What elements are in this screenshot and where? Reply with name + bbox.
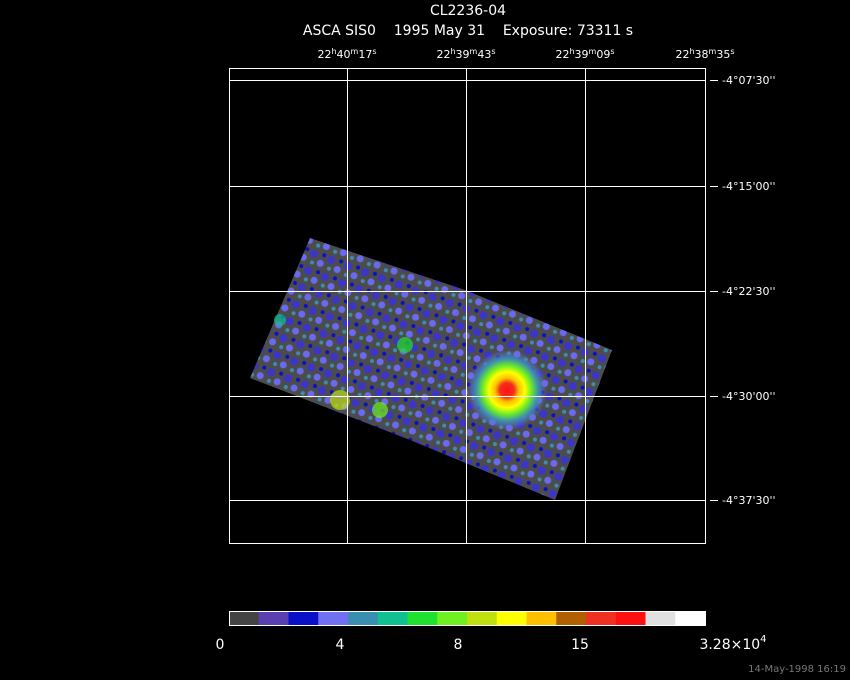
blob [274, 314, 286, 326]
colorbar-swatch [526, 611, 557, 625]
ra-label: 22h39m43s [436, 47, 495, 61]
source [467, 350, 547, 430]
ra-label: 22h40m17s [317, 47, 376, 61]
ra-label: 22h38m35s [675, 47, 734, 61]
title: CL2236-04 [430, 3, 506, 19]
colorbar-swatch [407, 611, 438, 625]
ra-unit: m [351, 47, 359, 56]
colorbar-label: 15 [571, 637, 589, 653]
ra-value: 39 [575, 48, 589, 61]
colorbar-swatch [615, 611, 646, 625]
frame [229, 68, 706, 544]
blob [372, 402, 388, 418]
colorbar-swatch [496, 611, 527, 625]
ra-value: 22 [555, 48, 569, 61]
ra-unit: h [569, 47, 574, 56]
colorbar-swatch [437, 611, 468, 625]
ra-unit: s [610, 47, 614, 56]
ra-unit: m [709, 47, 717, 56]
ra-value: 17 [358, 48, 372, 61]
blob [397, 337, 413, 353]
dec-label: -4°22'30'' [722, 285, 776, 298]
colorbar-max-label: 3.28×104 [699, 634, 766, 653]
ra-value: 22 [317, 48, 331, 61]
chip-left [250, 238, 465, 440]
ra-value: 09 [596, 48, 610, 61]
ra-label: 22h39m09s [555, 47, 614, 61]
grid: 22h40m17s 22h39m43s 22h39m09s 22h38m35s-4°0… [229, 47, 776, 543]
colorbar-swatch [258, 611, 289, 625]
colorbar-frame [229, 611, 706, 626]
colorbar-swatch [556, 611, 587, 625]
ra-value: 22 [675, 48, 689, 61]
colorbar-swatch [229, 611, 260, 625]
ra-unit: m [589, 47, 597, 56]
colorbar-label: 0 [216, 637, 225, 653]
colorbar-swatch [645, 611, 676, 625]
footer: 14-May-1998 16:19 [748, 664, 846, 675]
colorbar-label: 4 [336, 637, 345, 653]
ra-unit: h [450, 47, 455, 56]
ra-unit: h [689, 47, 694, 56]
ra-value: 22 [436, 48, 450, 61]
ra-value: 35 [716, 48, 730, 61]
dec-label: -4°07'30'' [722, 74, 776, 87]
ra-unit: h [331, 47, 336, 56]
colorbar-swatch [675, 611, 706, 625]
blob [330, 390, 350, 410]
ra-value: 40 [337, 48, 351, 61]
ra-unit: s [491, 47, 495, 56]
colorbar-swatch [348, 611, 379, 625]
dec-label: -4°37'30'' [722, 494, 776, 507]
ra-unit: s [372, 47, 376, 56]
colorbar: 0 4 8 15 3.28×104 [216, 611, 767, 653]
colorbar-swatch [586, 611, 617, 625]
ra-value: 38 [695, 48, 709, 61]
colorbar-swatch [288, 611, 319, 625]
exponent: 4 [760, 634, 766, 645]
image [250, 238, 612, 500]
colorbar-swatch [467, 611, 498, 625]
subtitle: ASCA SIS0 1995 May 31 Exposure: 73311 s [303, 23, 633, 39]
ra-unit: s [730, 47, 734, 56]
ra-value: 39 [456, 48, 470, 61]
dec-label: -4°30'00'' [722, 390, 776, 403]
dec-label: -4°15'00'' [722, 180, 776, 193]
ra-value: 43 [477, 48, 491, 61]
colorbar-swatch [318, 611, 349, 625]
mantissa: 3.28×10 [699, 637, 760, 653]
colorbar-swatch [377, 611, 408, 625]
colorbar-label: 8 [454, 637, 463, 653]
ra-unit: m [470, 47, 478, 56]
